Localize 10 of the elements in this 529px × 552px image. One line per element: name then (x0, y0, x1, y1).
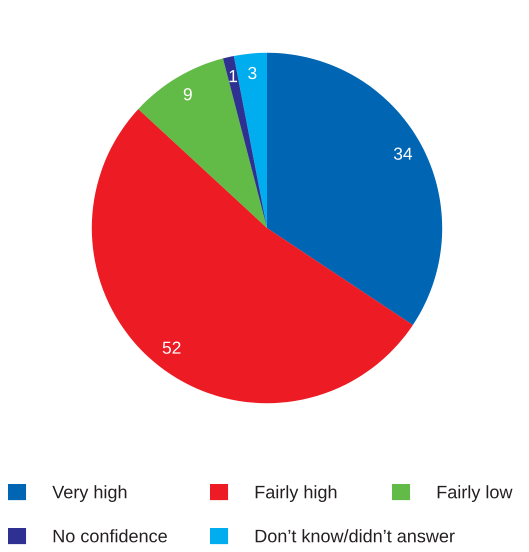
data-label: 34 (394, 148, 412, 160)
data-label: 3 (248, 66, 256, 80)
legend-label: Don’t know/didn’t answer (256, 529, 455, 542)
legend-label: Fairly low (438, 485, 513, 502)
legend-label: Very high (52, 485, 126, 502)
data-label: 1 (230, 70, 238, 82)
data-label: 9 (184, 88, 192, 100)
data-label: 52 (162, 342, 180, 354)
legend-label: No confidence (54, 529, 167, 542)
legend-label: Fairly high (256, 485, 336, 502)
